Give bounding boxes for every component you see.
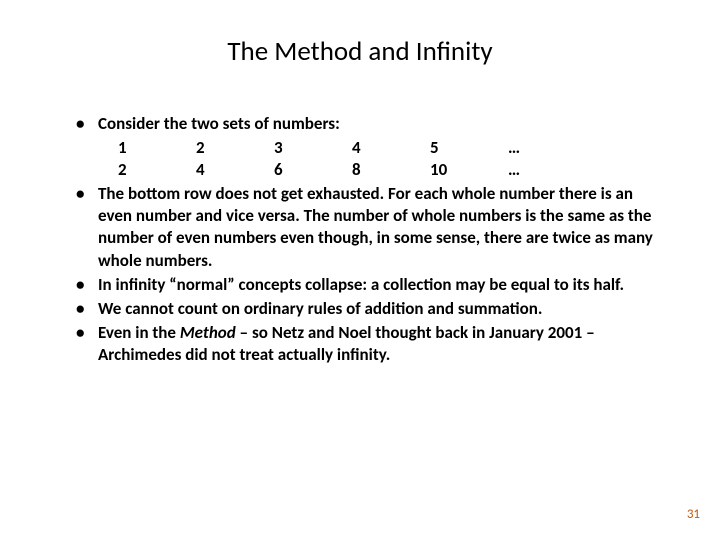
table-cell: … <box>508 159 586 181</box>
table-cell: … <box>508 137 586 159</box>
slide: The Method and Infinity Consider the two… <box>0 0 720 540</box>
table-row: 1 2 3 4 5 … <box>118 137 670 159</box>
table-cell: 8 <box>352 159 430 181</box>
table-cell: 5 <box>430 137 508 159</box>
bullet-item: We cannot count on ordinary rules of add… <box>70 298 670 320</box>
page-number: 31 <box>687 507 700 522</box>
bullet-item: Even in the Method ‒ so Netz and Noel th… <box>70 322 670 366</box>
bullet-text-pre: Even in the <box>98 322 180 343</box>
bullet-item: Consider the two sets of numbers: <box>70 113 670 135</box>
table-cell: 1 <box>118 137 196 159</box>
table-cell: 3 <box>274 137 352 159</box>
bullet-item: The bottom row does not get exhausted. F… <box>70 183 670 271</box>
table-cell: 6 <box>274 159 352 181</box>
table-cell: 10 <box>430 159 508 181</box>
table-cell: 4 <box>196 159 274 181</box>
table-row: 2 4 6 8 10 … <box>118 159 670 181</box>
bullet-list: The bottom row does not get exhausted. F… <box>70 183 670 366</box>
table-cell: 2 <box>118 159 196 181</box>
bullet-text-italic: Method <box>180 322 236 343</box>
bullet-item: In infinity “normal” concepts collapse: … <box>70 274 670 296</box>
number-table: 1 2 3 4 5 … 2 4 6 8 10 … <box>70 137 670 181</box>
table-cell: 2 <box>196 137 274 159</box>
slide-content: Consider the two sets of numbers: 1 2 3 … <box>50 113 670 366</box>
table-cell: 4 <box>352 137 430 159</box>
slide-title: The Method and Infinity <box>50 35 670 68</box>
bullet-list: Consider the two sets of numbers: <box>70 113 670 135</box>
